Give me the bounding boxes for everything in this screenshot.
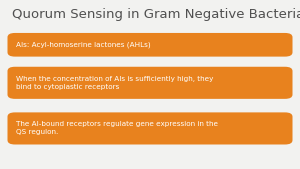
Text: AIs: Acyl-homoserine lactones (AHLs): AIs: Acyl-homoserine lactones (AHLs)	[16, 42, 151, 48]
FancyBboxPatch shape	[8, 67, 292, 99]
FancyBboxPatch shape	[8, 112, 292, 144]
Text: When the concentration of AIs is sufficiently high, they
bind to cytoplastic rec: When the concentration of AIs is suffici…	[16, 76, 214, 90]
Text: The AI-bound receptors regulate gene expression in the
QS regulon.: The AI-bound receptors regulate gene exp…	[16, 122, 218, 135]
FancyBboxPatch shape	[8, 33, 292, 57]
Text: Quorum Sensing in Gram Negative Bacteria: Quorum Sensing in Gram Negative Bacteria	[12, 8, 300, 21]
